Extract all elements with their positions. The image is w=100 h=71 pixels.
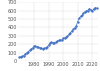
Point — [30, 48, 32, 50]
Point — [42, 48, 44, 49]
Point — [74, 27, 76, 28]
Point — [78, 18, 80, 19]
Point — [24, 53, 26, 55]
Point — [75, 26, 77, 27]
Point — [27, 51, 29, 52]
Point — [81, 15, 83, 16]
Point — [86, 10, 87, 12]
Point — [93, 8, 94, 10]
Point — [91, 11, 93, 12]
Point — [58, 40, 60, 41]
Point — [83, 13, 84, 14]
Point — [51, 42, 52, 43]
Point — [52, 42, 54, 43]
Point — [20, 56, 22, 57]
Point — [33, 46, 35, 47]
Point — [45, 47, 46, 48]
Point — [77, 21, 78, 22]
Point — [87, 10, 89, 11]
Point — [67, 36, 68, 37]
Point — [36, 46, 38, 47]
Point — [68, 34, 70, 35]
Point — [70, 32, 71, 33]
Point — [56, 40, 58, 42]
Point — [35, 45, 36, 47]
Point — [38, 47, 39, 48]
Point — [94, 7, 96, 8]
Point — [55, 41, 57, 43]
Point — [29, 50, 30, 51]
Point — [65, 37, 67, 38]
Point — [80, 16, 81, 17]
Point — [23, 55, 25, 56]
Point — [40, 47, 42, 49]
Point — [59, 40, 61, 41]
Point — [72, 29, 74, 30]
Point — [32, 47, 33, 49]
Point — [43, 48, 45, 49]
Point — [54, 42, 55, 43]
Point — [61, 39, 62, 41]
Point — [96, 8, 97, 9]
Point — [90, 9, 92, 10]
Point — [48, 45, 49, 46]
Point — [49, 42, 51, 44]
Point — [64, 37, 65, 38]
Point — [46, 46, 48, 47]
Point — [71, 30, 73, 31]
Point — [88, 8, 90, 9]
Point — [84, 11, 86, 12]
Point — [19, 57, 20, 58]
Point — [62, 38, 64, 39]
Point — [39, 47, 41, 48]
Point — [22, 56, 23, 57]
Point — [26, 52, 28, 53]
